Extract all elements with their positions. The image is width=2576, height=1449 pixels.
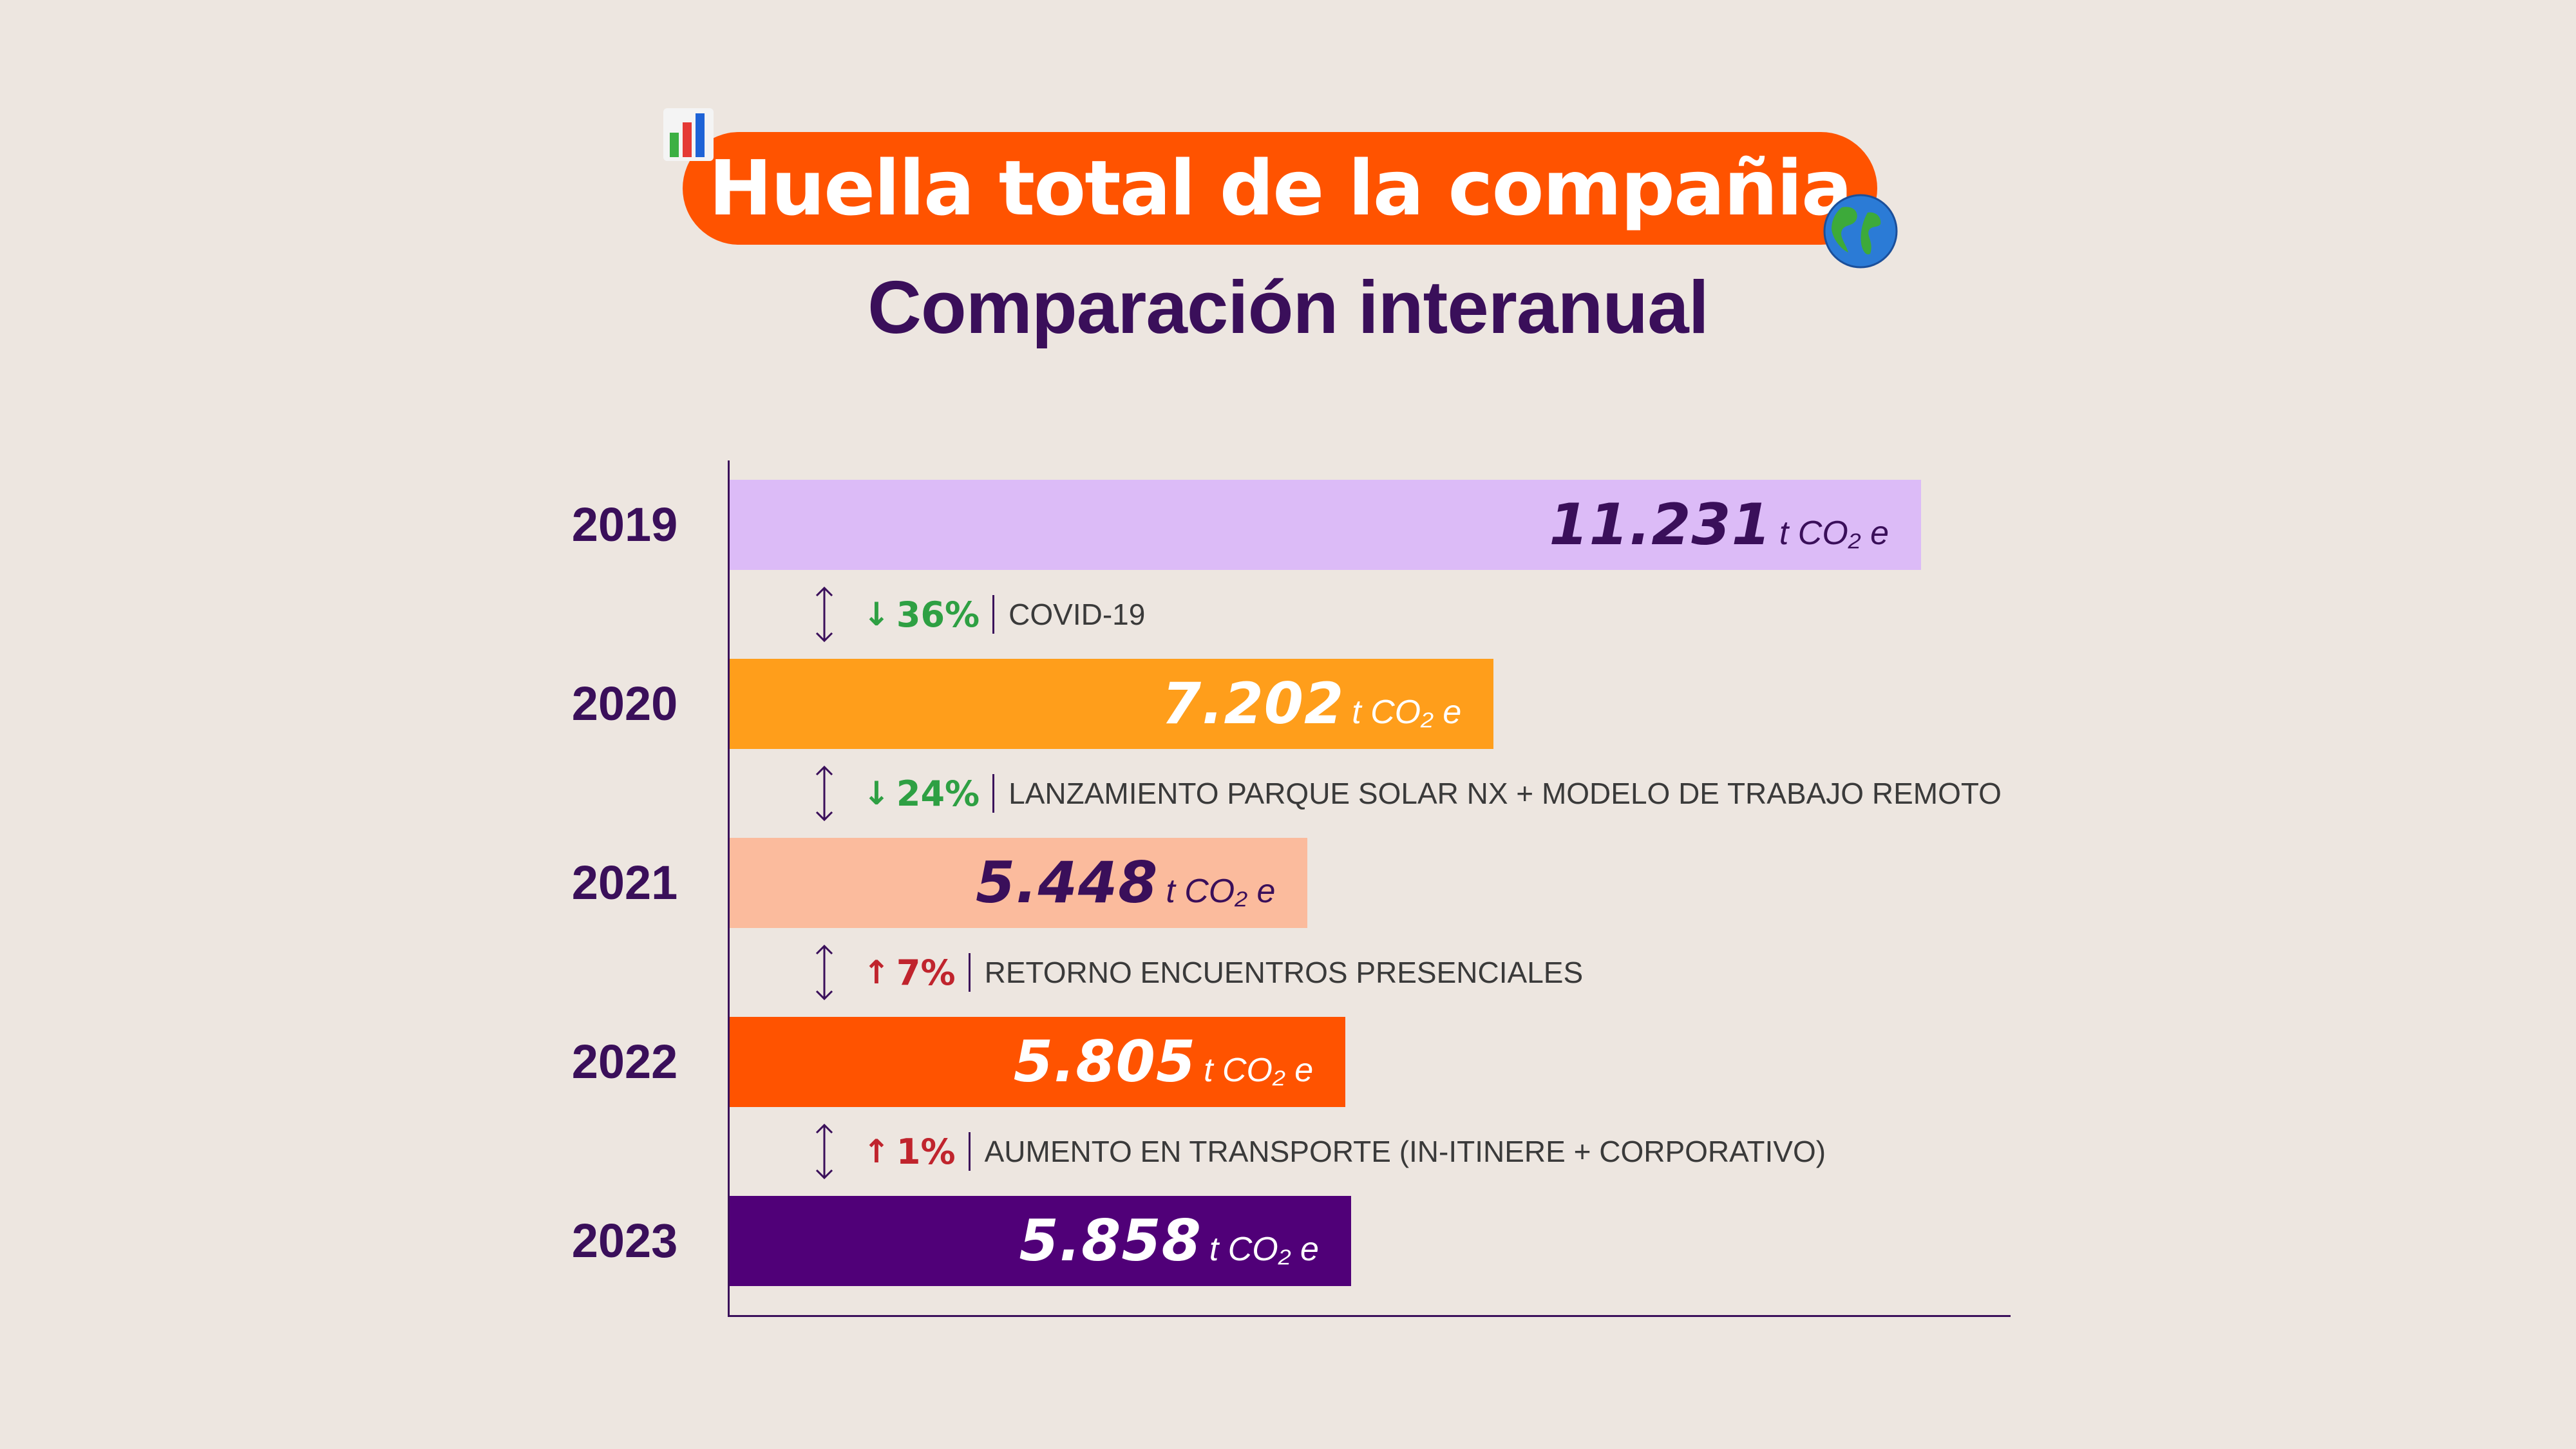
y-tick-label: 2019 bbox=[571, 498, 678, 551]
change-reason: AUMENTO EN TRANSPORTE (IN-ITINERE + CORP… bbox=[984, 1135, 1826, 1168]
page-title: Huella total de la compañia bbox=[708, 144, 1852, 232]
change-percent-value: 36% bbox=[896, 594, 980, 635]
change-annotation: ↓ 36% COVID-19 bbox=[811, 582, 1145, 647]
divider bbox=[968, 953, 971, 992]
bar-chart-icon bbox=[663, 108, 714, 161]
bar-2020: 7.202 t CO₂ e bbox=[730, 659, 1494, 749]
arrow-up-icon: ↑ bbox=[863, 1133, 890, 1170]
y-tick-label: 2021 bbox=[571, 856, 678, 909]
data-label-unit: t CO₂ e bbox=[1209, 1231, 1319, 1268]
y-axis-line bbox=[728, 460, 730, 1317]
data-label: 5.448 t CO₂ e bbox=[976, 838, 1275, 928]
y-tick-label: 2020 bbox=[571, 677, 678, 730]
y-tick-label: 2023 bbox=[571, 1214, 678, 1267]
title-banner bbox=[683, 132, 1877, 245]
data-label-unit: t CO₂ e bbox=[1352, 694, 1462, 731]
page-subtitle: Comparación interanual bbox=[867, 265, 1709, 349]
change-percent-value: 24% bbox=[896, 773, 980, 814]
change-percent: ↓ 24% bbox=[863, 773, 980, 814]
y-tick-label: 2022 bbox=[571, 1035, 678, 1088]
change-percent-value: 1% bbox=[896, 1131, 956, 1172]
data-label: 11.231 t CO₂ e bbox=[1549, 480, 1889, 570]
data-label-unit: t CO₂ e bbox=[1204, 1052, 1314, 1089]
bar-2022: 5.805 t CO₂ e bbox=[730, 1017, 1346, 1107]
double-arrow-icon bbox=[815, 586, 833, 643]
data-label: 5.805 t CO₂ e bbox=[1014, 1017, 1313, 1107]
change-percent-value: 7% bbox=[896, 952, 956, 993]
arrow-down-icon: ↓ bbox=[863, 775, 890, 812]
data-label-value: 5.805 bbox=[1013, 1028, 1197, 1095]
arrow-up-icon: ↑ bbox=[863, 954, 890, 991]
change-annotation: ↑ 7% RETORNO ENCUENTROS PRESENCIALES bbox=[811, 940, 1583, 1005]
change-reason: COVID-19 bbox=[1009, 598, 1146, 631]
globe-icon bbox=[1823, 194, 1898, 269]
double-arrow-icon bbox=[815, 944, 833, 1001]
data-label-value: 11.231 bbox=[1549, 491, 1772, 558]
data-label: 5.858 t CO₂ e bbox=[1019, 1196, 1318, 1286]
data-label-value: 5.858 bbox=[1019, 1208, 1202, 1274]
change-reason: RETORNO ENCUENTROS PRESENCIALES bbox=[984, 956, 1584, 989]
divider bbox=[968, 1132, 971, 1171]
double-arrow-icon bbox=[815, 765, 833, 822]
data-label-value: 7.202 bbox=[1161, 670, 1345, 737]
bar-2019: 11.231 t CO₂ e bbox=[730, 480, 1921, 570]
change-annotation: ↑ 1% AUMENTO EN TRANSPORTE (IN-ITINERE + C… bbox=[811, 1119, 1826, 1184]
data-label-unit: t CO₂ e bbox=[1779, 515, 1889, 552]
bar-2021: 5.448 t CO₂ e bbox=[730, 838, 1308, 928]
change-reason: LANZAMIENTO PARQUE SOLAR NX + MODELO DE … bbox=[1009, 777, 2002, 810]
data-label-unit: t CO₂ e bbox=[1166, 873, 1276, 910]
divider bbox=[992, 774, 995, 813]
data-label: 7.202 t CO₂ e bbox=[1162, 659, 1461, 749]
change-annotation: ↓ 24% LANZAMIENTO PARQUE SOLAR NX + MODELO… bbox=[811, 761, 2002, 826]
double-arrow-icon bbox=[815, 1123, 833, 1180]
change-percent: ↑ 7% bbox=[863, 952, 956, 993]
bar-2023: 5.858 t CO₂ e bbox=[730, 1196, 1351, 1286]
arrow-down-icon: ↓ bbox=[863, 596, 890, 633]
change-percent: ↓ 36% bbox=[863, 594, 980, 635]
x-axis-line bbox=[728, 1315, 2011, 1317]
divider bbox=[992, 595, 995, 634]
data-label-value: 5.448 bbox=[975, 849, 1159, 916]
change-percent: ↑ 1% bbox=[863, 1132, 956, 1172]
